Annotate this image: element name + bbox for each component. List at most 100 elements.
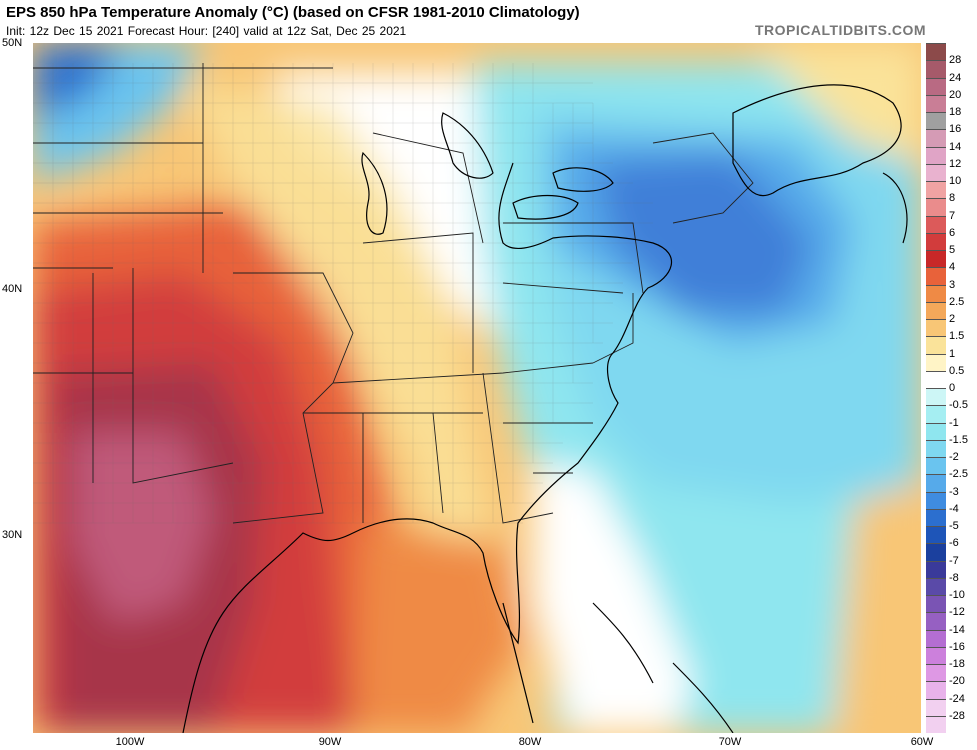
lat-label-40n: 40N [2,283,23,295]
colorbar-label: -16 [949,640,965,653]
colorbar-swatch [926,698,946,716]
colorbar-swatch [926,284,946,302]
colorbar-label: 10 [949,175,962,187]
colorbar-label: -2 [949,451,959,463]
colorbar-swatch [926,405,946,423]
lat-label-50n: 50N [2,37,23,49]
colorbar-label: 14 [949,140,962,153]
colorbar-label: 12 [949,157,962,170]
colorbar-swatch [926,250,946,268]
colorbar-swatch [926,146,946,164]
colorbar-swatch [926,77,946,95]
colorbar-swatch [926,129,946,147]
colorbar-label: 18 [949,106,962,118]
colorbar-label: 28 [949,54,962,67]
colorbar-swatch [926,543,946,561]
colorbar-swatch [926,319,946,337]
colorbar-label: -18 [949,658,965,670]
colorbar-swatch [926,43,946,61]
colorbar-label: 5 [949,244,956,256]
colorbar-label: -0.5 [949,399,968,412]
colorbar-swatch [926,715,946,733]
colorbar-label: -12 [949,606,965,619]
lon-label-100w: 100W [115,736,145,748]
county-grid [33,63,653,524]
colorbar-label: -7 [949,554,959,567]
colorbar-swatch [926,577,946,595]
colorbar-label: -28 [949,709,965,722]
colorbar-swatch [926,181,946,199]
colorbar-swatch [926,112,946,130]
colorbar-label: 2.5 [949,295,965,308]
colorbar-label: 8 [949,192,956,205]
colorbar-label: -24 [949,692,965,705]
colorbar-swatch [926,198,946,216]
lon-label-80w: 80W [518,736,542,748]
colorbar-label: 2 [949,313,956,325]
colorbar-swatch [926,629,946,647]
colorbar-swatch [926,370,946,388]
far-northeast-warm-region [753,43,921,163]
map-subtitle: Init: 12z Dec 15 2021 Forecast Hour: [24… [6,24,407,38]
northeast-deep-cold-region [593,153,813,313]
colorbar: 28 24 20 18 16 14 12 10 8 7 6 5 4 3 2.5 2 1.5 1 0.5 0 -0.5 -1… [926,43,976,733]
colorbar-label: -10 [949,589,965,601]
colorbar-swatch [926,353,946,371]
colorbar-label: -6 [949,537,959,550]
lat-label-30n: 30N [2,529,23,541]
colorbar-label: 3 [949,278,956,291]
colorbar-label: -2.5 [949,468,968,481]
colorbar-swatch [926,439,946,457]
state-borders [33,63,754,524]
pink-anomaly-region [73,433,213,623]
colorbar-swatch [926,491,946,509]
colorbar-swatch [926,646,946,664]
coastlines [182,84,908,733]
colorbar-label: 0.5 [949,364,965,377]
colorbar-swatch [926,267,946,285]
colorbar-label: -4 [949,502,959,515]
colorbar-swatch [926,508,946,526]
colorbar-swatch [926,474,946,492]
colorbar-swatch [926,595,946,613]
colorbar-swatch [926,60,946,78]
colorbar-swatch [926,664,946,682]
colorbar-label: -5 [949,520,959,532]
colorbar-swatch [926,94,946,112]
colorbar-swatch [926,301,946,319]
colorbar-label: 16 [949,123,962,136]
colorbar-swatch [926,526,946,544]
colorbar-swatch [926,336,946,354]
colorbar-label: 20 [949,88,962,101]
colorbar-label: -14 [949,623,965,636]
colorbar-swatch [926,422,946,440]
site-credit: TROPICALTIDBITS.COM [754,22,926,38]
atlantic-neutral-region [533,463,693,733]
colorbar-label: -3 [949,485,959,498]
colorbar-swatch [926,232,946,250]
colorbar-label: -8 [949,571,959,584]
colorbar-label: 6 [949,226,956,239]
colorbar-label: 7 [949,209,956,222]
colorbar-label: 1 [949,347,956,360]
colorbar-swatch [926,681,946,699]
gulf-warm-region [353,523,523,733]
colorbar-swatch [926,388,946,406]
colorbar-label: -20 [949,675,965,688]
colorbar-swatch [926,612,946,630]
map-title: EPS 850 hPa Temperature Anomaly (°C) (ba… [6,4,580,21]
colorbar-label: -1 [949,416,959,429]
colorbar-label: 0 [949,382,956,394]
lon-label-70w: 70W [718,736,742,748]
colorbar-swatch [926,215,946,233]
colorbar-label: 24 [949,71,962,84]
northwest-deep-cold-region [33,43,123,123]
anomaly-map [33,43,921,733]
colorbar-label: 4 [949,261,956,274]
colorbar-swatch [926,457,946,475]
pale-yellow-region [183,83,503,643]
southeast-ocean-warm-region [833,483,921,733]
lon-label-60w: 60W [910,736,934,748]
colorbar-label: 1.5 [949,330,965,343]
colorbar-label: -1.5 [949,433,968,446]
